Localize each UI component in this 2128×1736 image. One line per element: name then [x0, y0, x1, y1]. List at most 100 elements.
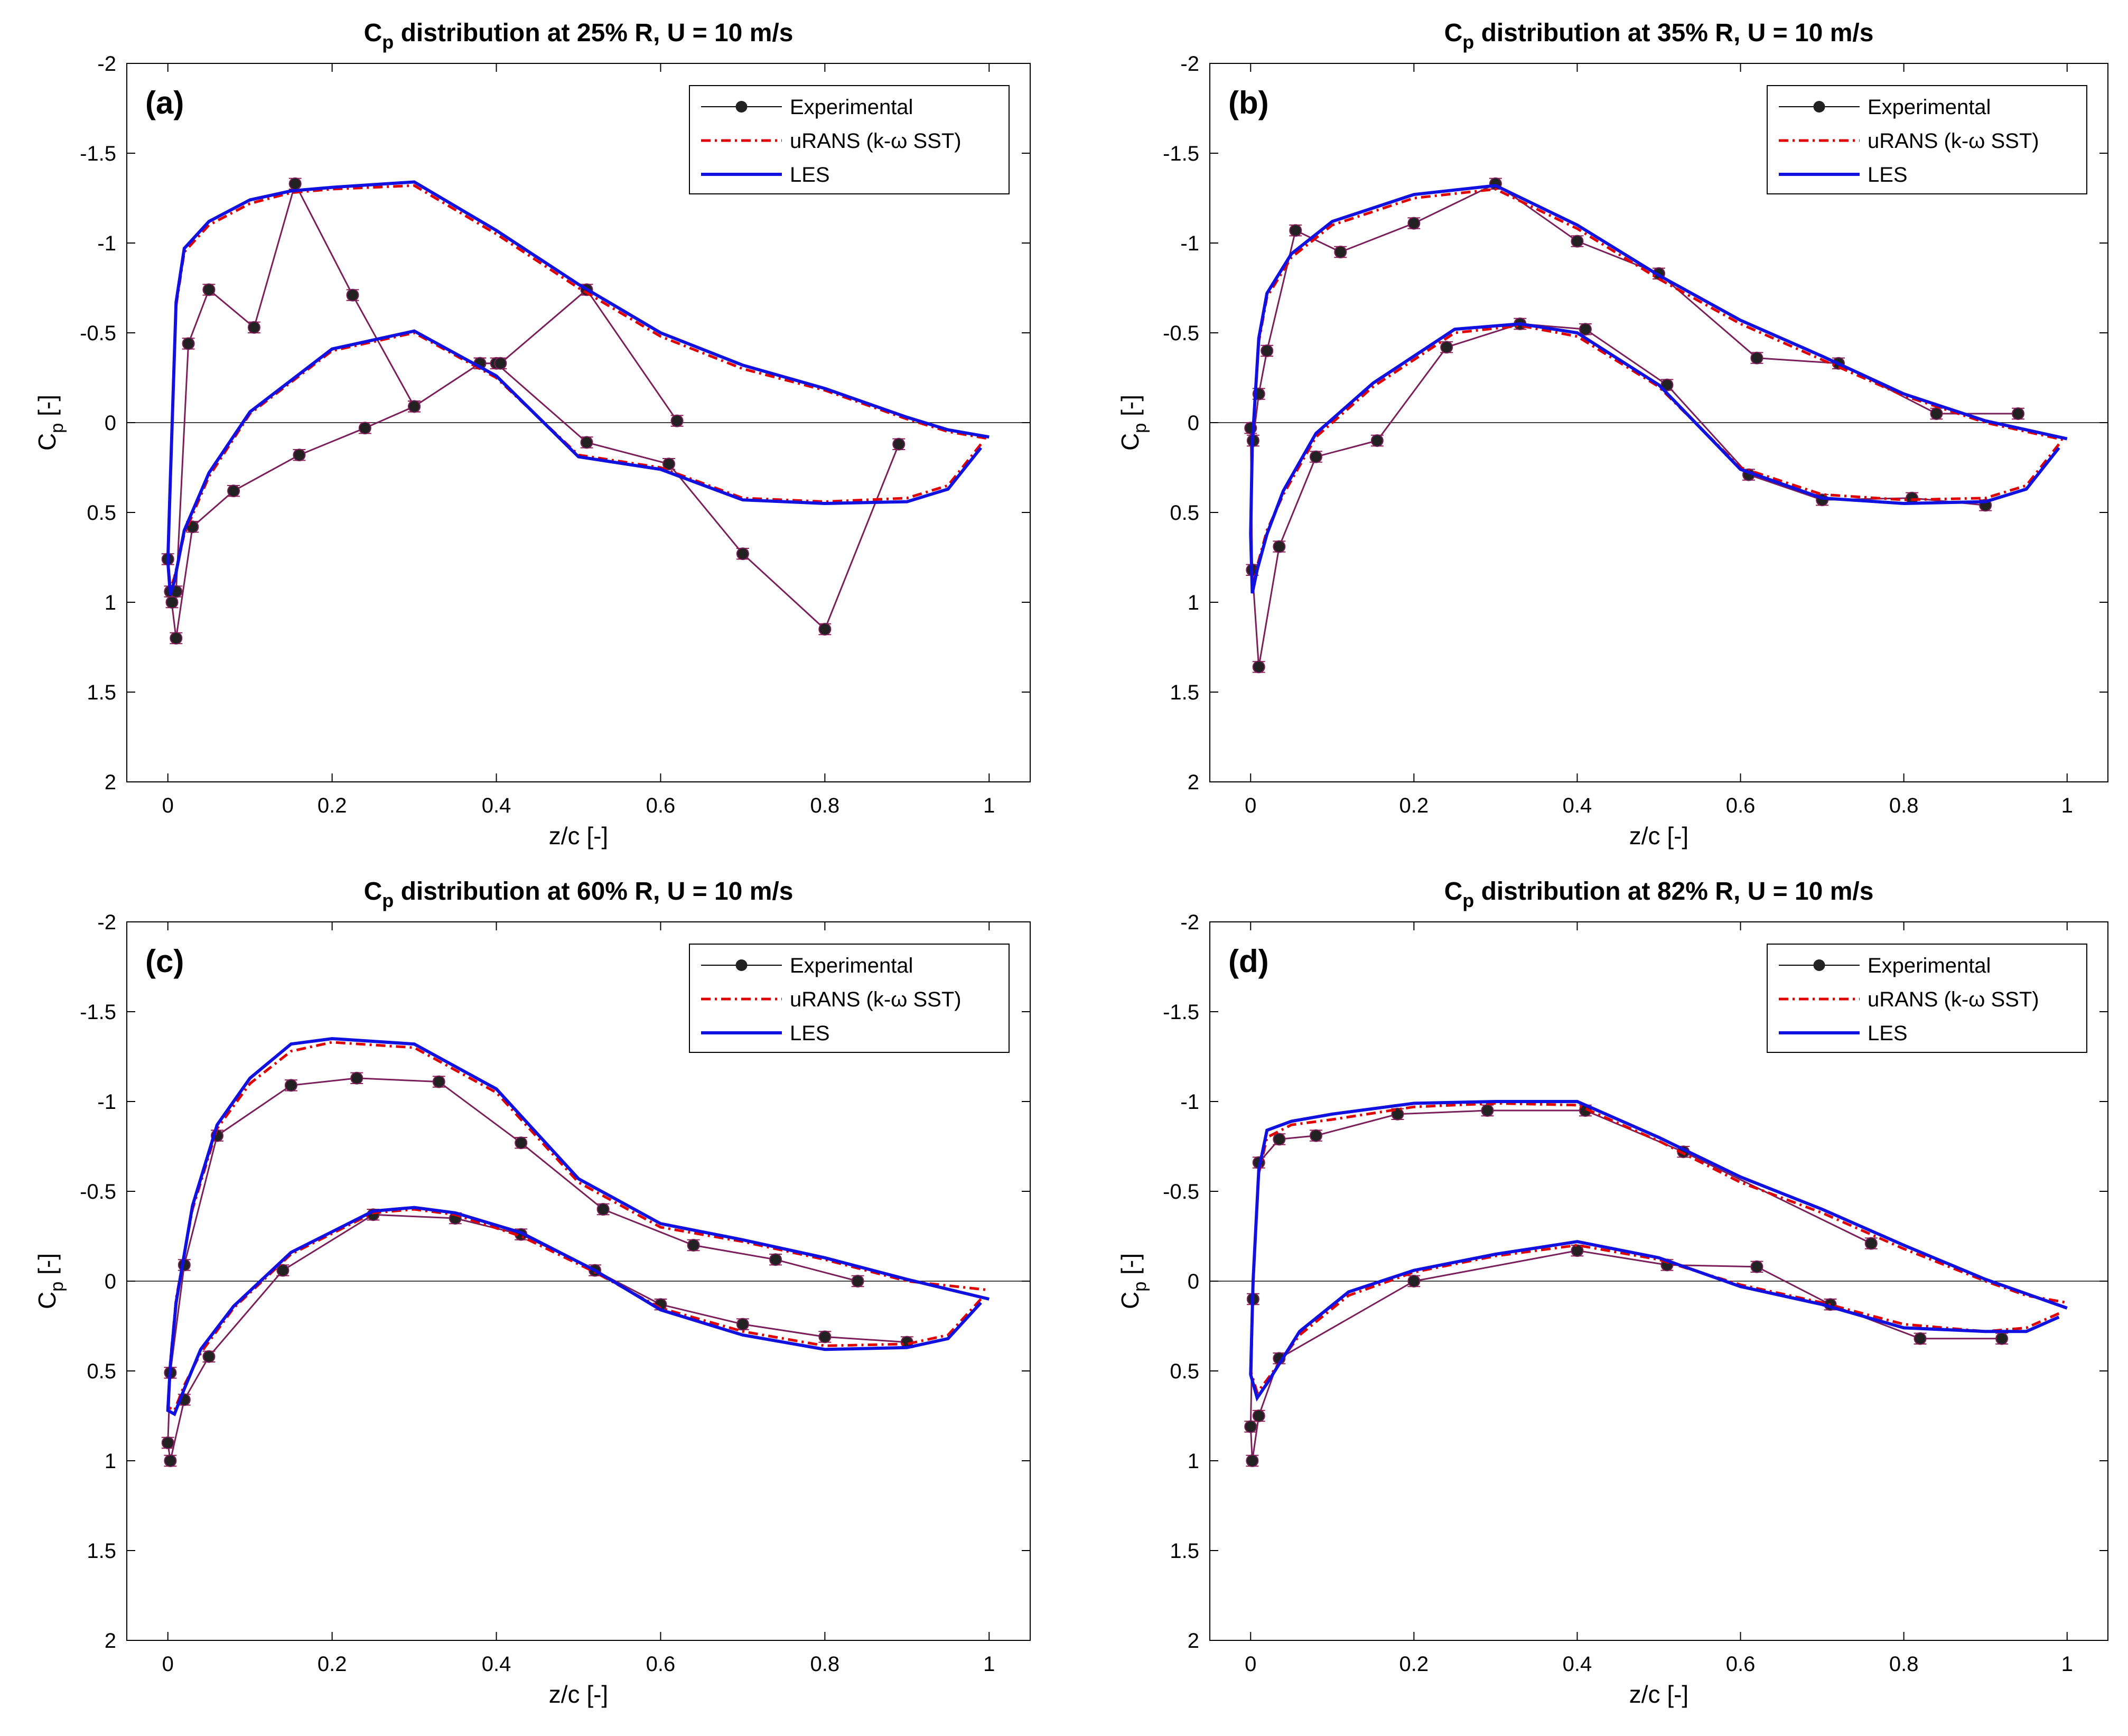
experimental-point: [1660, 378, 1674, 391]
experimental-point: [346, 288, 359, 302]
y-tick-label: 2: [105, 1629, 116, 1653]
experimental-point: [1995, 1332, 2009, 1345]
panel-title-sub: p: [1462, 890, 1474, 911]
experimental-point: [165, 596, 179, 609]
y-axis-label-group: Cp [-]: [1116, 1253, 1150, 1309]
panel-title-rest: distribution at 35% R, U = 10 m/s: [1474, 19, 1873, 47]
y-tick-label: -2: [1180, 52, 1199, 76]
x-tick-label: 0.8: [810, 1653, 840, 1676]
y-axis-label-group: Cp [-]: [33, 1253, 67, 1309]
y-tick-label: 1.5: [87, 681, 116, 704]
legend-label: LES: [790, 1022, 830, 1045]
experimental-point: [1244, 1420, 1257, 1433]
experimental-point: [736, 547, 749, 561]
x-tick-label: 0.6: [1726, 1653, 1756, 1676]
experimental-point: [1370, 434, 1384, 447]
x-axis-label: z/c [-]: [1629, 822, 1688, 850]
x-tick-label: 0.4: [1563, 1653, 1592, 1676]
series-les-line: [166, 180, 990, 596]
y-tick-label: 1.5: [1170, 681, 1199, 704]
experimental-point: [1579, 323, 1592, 336]
x-tick-label: 0: [1245, 1653, 1256, 1676]
experimental-point: [670, 414, 684, 427]
experimental-point: [432, 1075, 445, 1088]
y-tick-label: -0.5: [80, 322, 116, 345]
y-tick-label: -1: [1180, 1090, 1199, 1114]
experimental-point: [580, 436, 593, 449]
x-axis-label: z/c [-]: [549, 822, 608, 850]
x-tick-label: 0.8: [810, 794, 840, 817]
experimental-point: [1914, 1332, 1927, 1345]
legend-marker-experimental: [1813, 101, 1825, 113]
x-tick-label: 0.6: [646, 794, 676, 817]
experimental-point: [662, 458, 675, 471]
legend-label: Experimental: [790, 954, 913, 977]
x-axis-label: z/c [-]: [549, 1681, 608, 1708]
y-tick-label: 0.5: [87, 1360, 116, 1383]
y-tick-label: 2: [1188, 771, 1199, 794]
experimental-point: [170, 632, 183, 645]
legend: Experimental uRANS (k-ω SST) LES: [689, 85, 1010, 194]
y-axis-label-rest: [-]: [33, 1253, 61, 1282]
y-tick-label: 0: [1188, 412, 1199, 435]
x-tick-label: 1: [983, 794, 995, 817]
y-axis-label-main: C: [1116, 1292, 1144, 1309]
panel-d: 0 0.2 0.4 0.6 0.8 1 -2 -1.5 -1 -0.5 0 0.5 1 1.5 2 Cp di…: [1116, 878, 2108, 1708]
y-axis-label-sub: p: [47, 423, 67, 433]
experimental-point: [1481, 1104, 1494, 1117]
y-axis-label-main: C: [33, 1292, 61, 1309]
experimental-point: [1571, 1244, 1584, 1257]
y-tick-label: 1: [105, 1450, 116, 1473]
legend: Experimental uRANS (k-ω SST) LES: [1767, 944, 2087, 1053]
experimental-point: [1309, 1129, 1322, 1142]
panel-title: Cp distribution at 35% R, U = 10 m/s: [1444, 19, 1874, 53]
legend-marker-experimental: [735, 959, 748, 971]
panel-a: 0 0.2 0.4 0.6 0.8 1 -2 -1.5 -1 -0.5 0 0.5 1 1.5 2 Cp di…: [33, 19, 1031, 850]
y-tick-label: -2: [1180, 911, 1199, 934]
y-axis-label: Cp [-]: [1116, 1253, 1150, 1309]
y-tick-label: -1: [97, 1090, 116, 1114]
y-tick-label: -2: [97, 52, 116, 76]
experimental-point: [2012, 407, 2024, 420]
y-tick-label: 0: [1188, 1270, 1199, 1293]
panel-title-sub: p: [1462, 31, 1474, 53]
y-tick-label: -0.5: [80, 1180, 116, 1203]
experimental-point: [284, 1079, 297, 1092]
y-tick-label: -1.5: [80, 142, 116, 165]
y-tick-label: -0.5: [1163, 322, 1199, 345]
x-axis-label: z/c [-]: [1629, 1681, 1688, 1708]
y-axis-label-rest: [-]: [1116, 1253, 1144, 1282]
experimental-point: [1750, 1260, 1763, 1273]
legend-label: LES: [1868, 163, 1908, 186]
x-tick-label: 1: [983, 1653, 995, 1676]
series-urans-line: [166, 1041, 990, 1413]
experimental-point: [1864, 1237, 1878, 1250]
experimental-point: [1930, 407, 1943, 420]
experimental-point: [1273, 540, 1286, 553]
y-tick-label: 1.5: [87, 1539, 116, 1563]
y-tick-label: -1: [97, 232, 116, 255]
y-tick-label: 2: [105, 771, 116, 794]
experimental-point: [1407, 1275, 1421, 1287]
legend-label: uRANS (k-ω SST): [790, 988, 962, 1011]
x-tick-label: 0.8: [1889, 794, 1919, 817]
experimental-point: [1334, 246, 1347, 258]
x-tick-label: 0.2: [318, 1653, 347, 1676]
y-tick-label: 1: [1188, 1450, 1199, 1473]
experimental-point: [1571, 235, 1584, 248]
x-tick-label: 0: [1245, 794, 1256, 817]
legend-label: uRANS (k-ω SST): [1868, 988, 2039, 1011]
experimental-point: [769, 1253, 782, 1266]
experimental-point: [1273, 1133, 1286, 1146]
experimental-point: [164, 1454, 177, 1467]
legend: Experimental uRANS (k-ω SST) LES: [689, 944, 1010, 1053]
panel-title-rest: distribution at 82% R, U = 10 m/s: [1474, 878, 1873, 906]
y-axis-label: Cp [-]: [33, 395, 67, 451]
y-axis-label-rest: [-]: [1116, 395, 1144, 423]
experimental-point: [736, 1318, 749, 1331]
legend-label: LES: [790, 163, 830, 186]
experimental-point: [1440, 341, 1453, 354]
x-tick-label: 0.8: [1889, 1653, 1919, 1676]
experimental-point: [687, 1239, 700, 1252]
